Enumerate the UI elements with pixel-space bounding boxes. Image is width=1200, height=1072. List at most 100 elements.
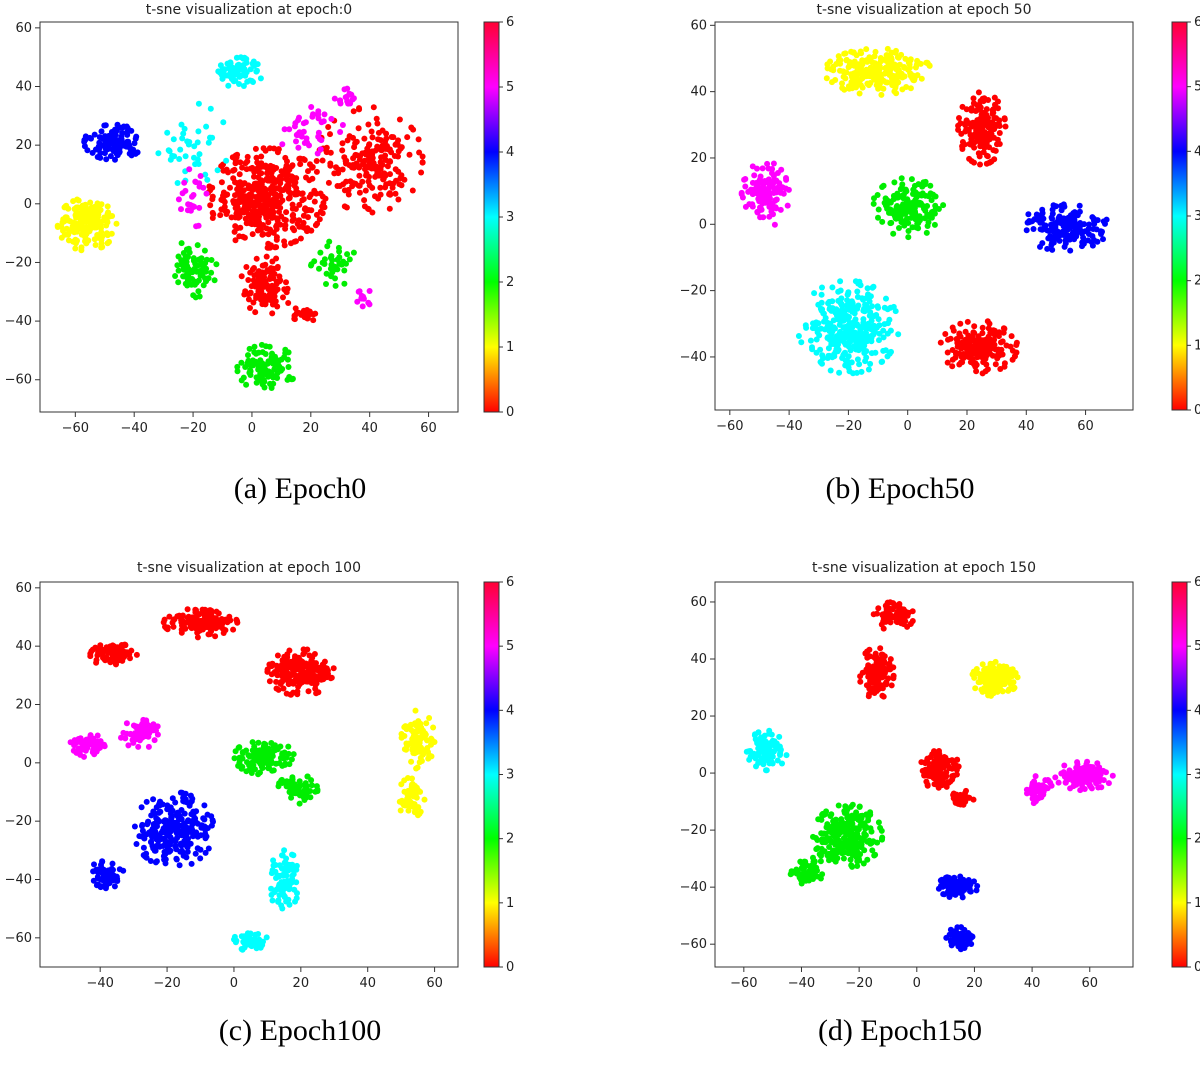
scatter-point [231, 755, 238, 762]
scatter-point [189, 193, 195, 200]
scatter-point [1082, 228, 1089, 235]
scatter-point [240, 374, 247, 381]
scatter-point [107, 153, 114, 160]
scatter-point [182, 625, 189, 632]
scatter-point [289, 662, 296, 669]
scatter-point [307, 161, 313, 168]
scatter-point [867, 80, 874, 86]
scatter-point [150, 796, 157, 803]
scatter-point [293, 238, 299, 245]
colorbar-tick-label: 2 [1194, 274, 1200, 289]
scatter-point [268, 187, 275, 193]
scatter-point [889, 75, 895, 82]
scatter-point [89, 149, 96, 156]
scatter-point [391, 153, 398, 159]
scatter-point [251, 272, 258, 279]
scatter-point [259, 269, 266, 276]
scatter-point [286, 885, 293, 892]
scatter-point [366, 288, 373, 294]
scatter-point [983, 341, 990, 348]
scatter-point [373, 115, 380, 122]
scatter-point [986, 144, 993, 151]
scatter-point [973, 361, 980, 368]
scatter-point [196, 204, 203, 211]
scatter-point [87, 650, 94, 657]
scatter-point [217, 212, 224, 219]
scatter-point [294, 790, 301, 797]
scatter-point [927, 754, 934, 761]
scatter-point [296, 201, 303, 208]
scatter-point [169, 152, 176, 159]
scatter-point [278, 176, 285, 183]
scatter-point [766, 213, 773, 220]
scatter-point [317, 249, 324, 256]
scatter-point [259, 765, 266, 771]
scatter-point [270, 374, 277, 381]
scatter-point [240, 233, 246, 240]
scatter-point [962, 790, 968, 797]
scatter-point [341, 154, 348, 161]
scatter-point [979, 330, 986, 337]
scatter-point [178, 617, 185, 623]
scatter-point [899, 86, 906, 93]
scatter-point [208, 612, 215, 619]
scatter-point [332, 275, 338, 282]
scatter-point [1009, 673, 1016, 680]
scatter-point [953, 349, 959, 356]
scatter-point [873, 324, 880, 331]
scatter-point [297, 161, 304, 168]
scatter-point [899, 613, 906, 620]
scatter-point [413, 728, 419, 735]
scatter-point [992, 123, 999, 130]
scatter-point [409, 187, 416, 194]
scatter-point [350, 134, 356, 141]
scatter-point [972, 347, 979, 354]
scatter-point [879, 674, 886, 681]
scatter-point [318, 670, 325, 677]
scatter-point [1007, 343, 1014, 350]
scatter-point [832, 309, 839, 316]
scatter-point [779, 184, 786, 191]
scatter-point [270, 284, 277, 291]
scatter-point [866, 653, 873, 660]
scatter-point [931, 221, 938, 228]
scatter-point [114, 875, 121, 882]
colorbar-tick-label: 1 [506, 896, 514, 911]
scatter-point [178, 629, 185, 636]
scatter-point [770, 179, 777, 186]
scatter-point [833, 335, 840, 341]
scatter-point [1030, 226, 1037, 232]
scatter-point [247, 201, 254, 208]
scatter-point [269, 867, 276, 874]
scatter-point [298, 223, 305, 230]
scatter-point [738, 189, 745, 196]
scatter-point [131, 735, 138, 742]
scatter-point [406, 803, 413, 810]
scatter-point [203, 190, 210, 197]
scatter-point [971, 159, 977, 166]
scatter-point [175, 196, 182, 203]
scatter-point [392, 190, 399, 197]
scatter-point [827, 367, 834, 374]
scatter-point [290, 751, 297, 758]
scatter-point [188, 829, 195, 836]
scatter-point [959, 103, 966, 110]
scatter-point [94, 732, 101, 739]
scatter-point [763, 767, 770, 774]
scatter-point [884, 45, 891, 52]
scatter-point [1033, 211, 1040, 218]
scatter-point [361, 197, 368, 204]
scatter-point [854, 321, 860, 328]
scatter-point [882, 202, 889, 209]
scatter-point [156, 843, 163, 850]
scatter-point [898, 175, 905, 182]
scatter-point [240, 83, 247, 89]
scatter-point [975, 679, 982, 686]
scatter-point [426, 715, 433, 721]
colorbar-tick-label: 1 [506, 340, 514, 355]
scatter-point [284, 654, 291, 661]
scatter-point [88, 741, 95, 748]
scatter-point [888, 59, 895, 66]
scatter-chart-epoch150: t-sne visualization at epoch 150−60 −40 −2… [680, 560, 1200, 991]
scatter-point [251, 62, 258, 69]
